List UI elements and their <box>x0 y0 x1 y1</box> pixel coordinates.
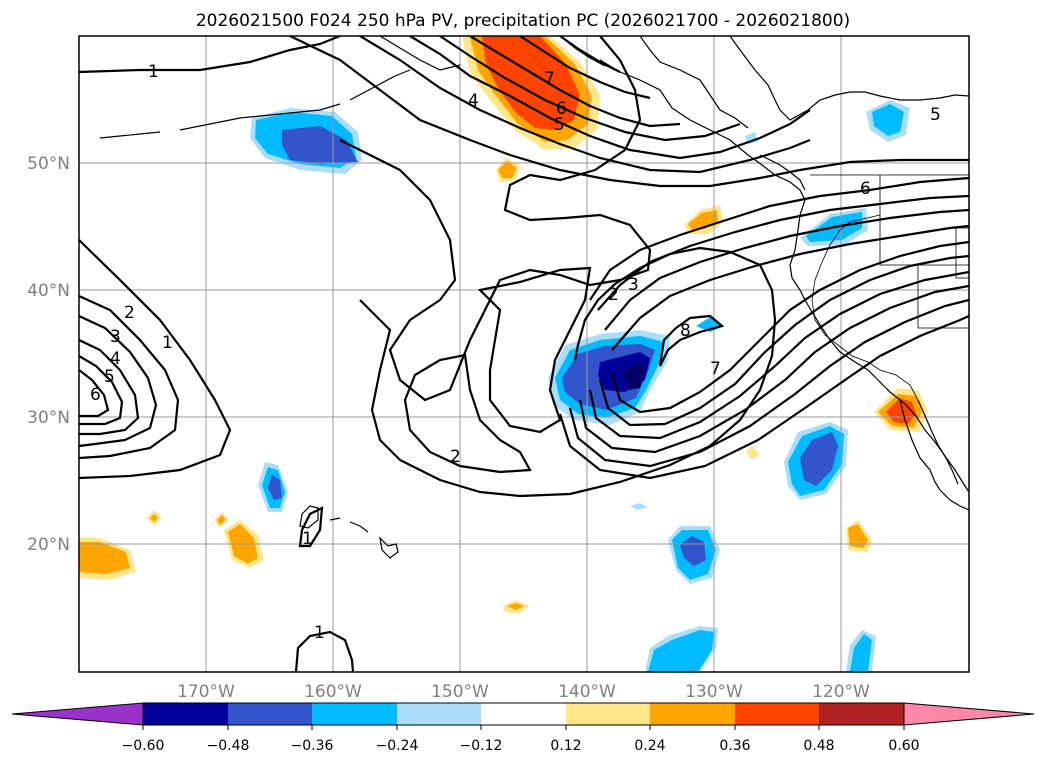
contour-label: 1 <box>302 529 313 549</box>
colorbar-segment <box>143 703 228 725</box>
contour-label: 2 <box>124 303 135 323</box>
colorbar-tick-label: 0.48 <box>803 738 834 754</box>
colorbar-tick-label: −0.12 <box>460 738 503 754</box>
lon-labels: 170°W 160°W 150°W 140°W 130°W 120°W <box>177 682 870 702</box>
colorbar-tick-label: −0.36 <box>291 738 334 754</box>
lon-label: 140°W <box>558 682 616 702</box>
colorbar-segment <box>735 703 819 725</box>
colorbar-tick-label: 0.60 <box>888 738 919 754</box>
gridlines <box>79 36 969 672</box>
colorbar-tick-label: −0.24 <box>376 738 419 754</box>
lat-labels: 50°N 40°N 30°N 20°N <box>27 154 70 555</box>
contour-label: 3 <box>110 327 121 347</box>
lon-label: 120°W <box>812 682 870 702</box>
contour-label: 5 <box>104 367 115 387</box>
plot-area <box>79 36 969 672</box>
contour-label: 6 <box>556 99 567 119</box>
colorbar: −0.60 −0.48 −0.36 −0.24 −0.12 0.12 0.24 … <box>11 702 1035 754</box>
colorbar-segment <box>650 703 735 725</box>
contour-label: 1 <box>314 623 325 643</box>
coastlines <box>99 36 969 559</box>
contour-label: 3 <box>628 275 639 295</box>
colorbar-tick-label: 0.12 <box>550 738 581 754</box>
colorbar-tick-label: 0.36 <box>719 738 750 754</box>
lon-label: 130°W <box>685 682 743 702</box>
contour-label: 7 <box>710 359 721 379</box>
colorbar-tick-label: −0.48 <box>207 738 250 754</box>
colorbar-extend-low <box>11 702 144 726</box>
pv-contours <box>79 36 969 672</box>
contour-label: 1 <box>162 333 173 353</box>
colorbar-ticks <box>142 725 905 730</box>
lat-label: 30°N <box>27 408 70 428</box>
colorbar-segment <box>397 703 481 725</box>
colorbar-segment <box>566 703 650 725</box>
colorbar-tick-label: −0.60 <box>122 738 165 754</box>
contour-label: 5 <box>554 115 565 135</box>
contour-label: 4 <box>468 91 479 111</box>
lat-label: 20°N <box>27 535 70 555</box>
contour-label: 6 <box>90 385 101 405</box>
contour-label: 8 <box>680 321 691 341</box>
colorbar-segment <box>819 703 904 725</box>
lat-label: 50°N <box>27 154 70 174</box>
contour-label: 2 <box>450 447 461 467</box>
contour-label: 6 <box>860 179 871 199</box>
plot-frame <box>78 35 970 673</box>
lon-label: 150°W <box>431 682 489 702</box>
colorbar-segment <box>312 703 397 725</box>
colorbar-extend-high <box>903 702 1035 726</box>
colorbar-segment <box>228 703 312 725</box>
contour-label: 1 <box>148 62 159 82</box>
lon-label: 170°W <box>177 682 235 702</box>
lat-label: 40°N <box>27 281 70 301</box>
contour-labels: 1 4 7 6 5 5 6 2 3 4 5 6 1 2 3 8 7 2 1 1 <box>90 62 941 643</box>
contour-label: 4 <box>110 349 121 369</box>
colorbar-segment <box>481 703 566 725</box>
colorbar-tick-label: 0.24 <box>634 738 665 754</box>
contour-label: 7 <box>544 69 555 89</box>
figure-title: 2026021500 F024 250 hPa PV, precipitatio… <box>196 11 850 31</box>
contour-label: 2 <box>608 285 619 305</box>
contour-label: 5 <box>930 105 941 125</box>
lon-label: 160°W <box>304 682 362 702</box>
